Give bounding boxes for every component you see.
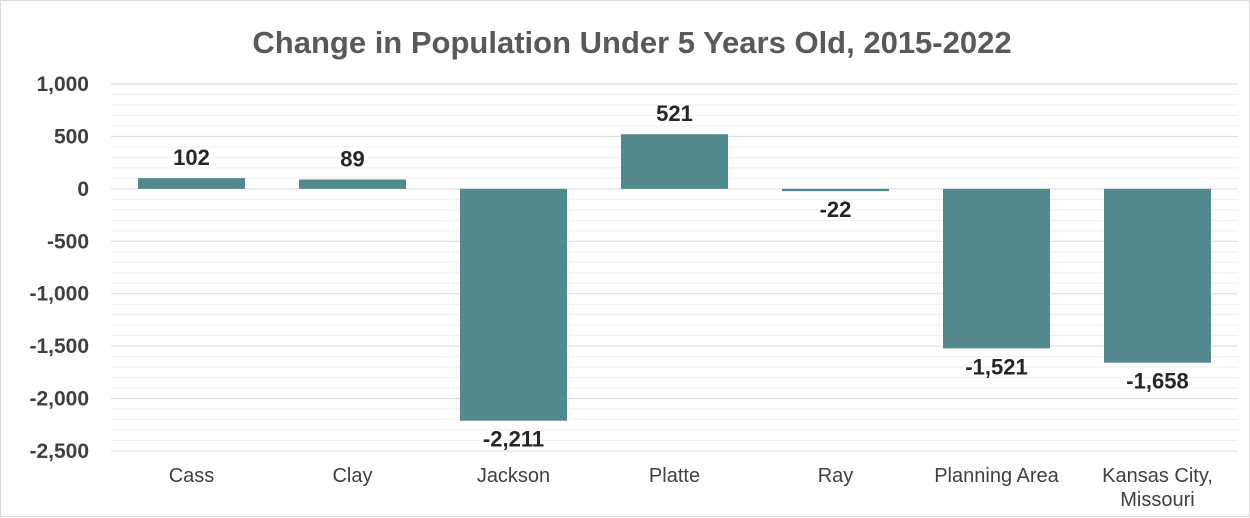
y-tick-label: -1,500 [29, 335, 89, 358]
data-label: -1,521 [965, 354, 1027, 379]
y-tick-label: -2,500 [29, 440, 89, 463]
y-axis-tick-labels: 1,000 500 0 -500 -1,000 -1,500 -2,000 -2,500 [29, 73, 89, 463]
x-tick-label: Planning Area [934, 465, 1059, 487]
bar-planning-area [943, 188, 1050, 349]
data-label: 521 [656, 101, 693, 126]
data-label: 89 [340, 147, 364, 172]
x-tick-label: Kansas City, Missouri [1102, 465, 1213, 511]
data-labels: 102 89 -2,211 521 -22 -1,521 -1,658 [173, 101, 1189, 451]
bar-ray [782, 188, 889, 192]
x-tick-label: Ray [818, 465, 854, 487]
gridlines [111, 83, 1238, 452]
bar-platte [621, 134, 728, 189]
bar-clay [299, 179, 406, 189]
data-label: -2,211 [483, 427, 544, 452]
y-tick-label: -500 [47, 230, 89, 253]
bar-jackson [460, 188, 567, 421]
x-axis-tick-labels: Cass Clay Jackson Platte Ray Planning Area Kan… [169, 465, 1213, 511]
bars [138, 134, 1211, 421]
data-label: -1,658 [1126, 369, 1188, 394]
y-tick-label: -2,000 [29, 388, 89, 411]
bar-kansas-city-missouri [1104, 188, 1211, 363]
data-label: -22 [820, 197, 852, 222]
y-tick-label: -1,000 [29, 283, 89, 306]
x-tick-label: Cass [169, 465, 215, 487]
y-tick-label: 1,000 [36, 73, 89, 96]
bar-cass [138, 178, 245, 189]
data-label: 102 [173, 145, 210, 170]
y-tick-label: 0 [77, 178, 89, 201]
x-tick-label: Jackson [477, 465, 550, 487]
x-tick-label: Clay [332, 465, 372, 487]
x-tick-label: Platte [649, 465, 700, 487]
y-tick-label: 500 [54, 125, 89, 148]
chart-title: Change in Population Under 5 Years Old, … [252, 25, 1011, 60]
